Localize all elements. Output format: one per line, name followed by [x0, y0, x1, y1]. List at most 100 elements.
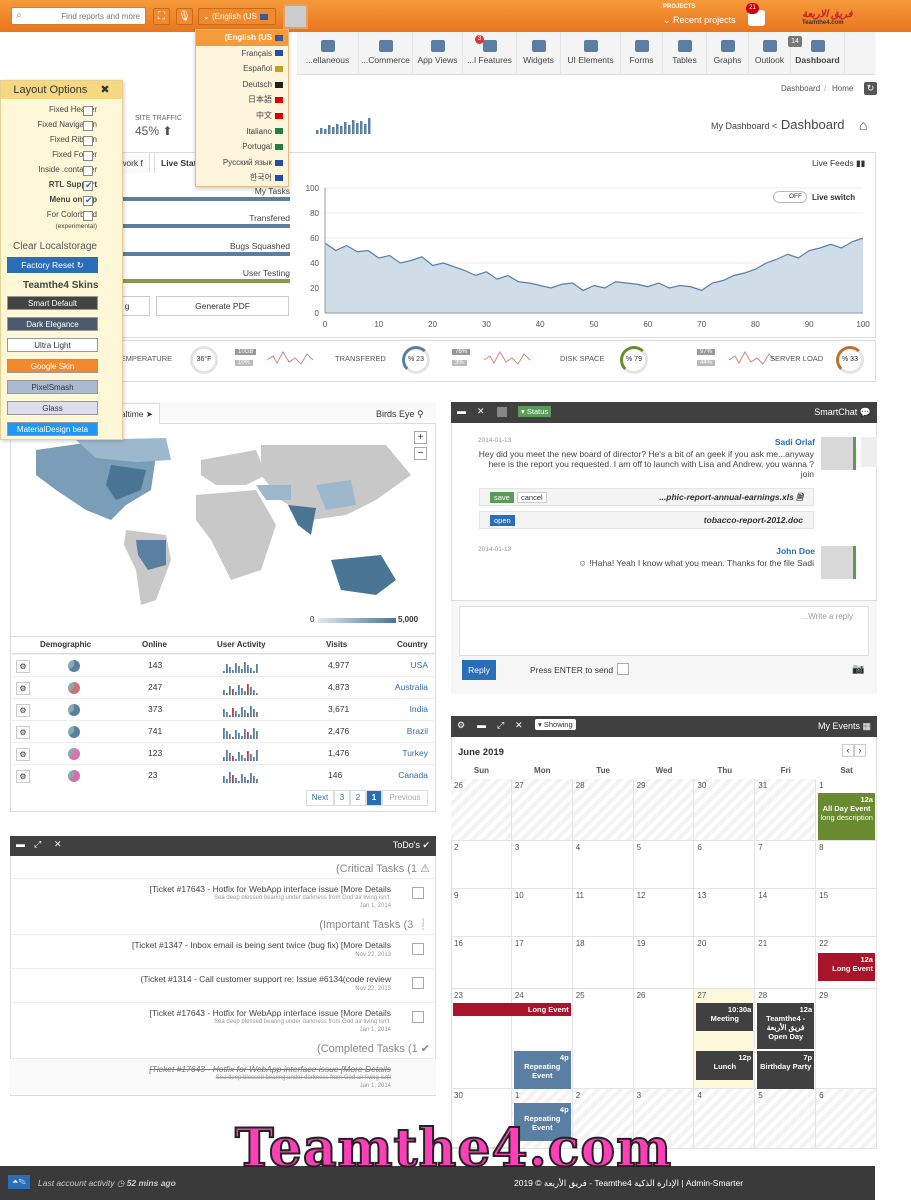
nav-item[interactable]: Graphs: [707, 32, 749, 75]
reply-input[interactable]: ...Write a reply: [459, 606, 869, 656]
msg2-author[interactable]: John Doe: [776, 546, 815, 556]
pagination-page[interactable]: 1: [366, 790, 382, 806]
gear-icon[interactable]: ⚙: [16, 660, 30, 673]
expand-icon[interactable]: ⤢: [34, 839, 42, 849]
calendar-day[interactable]: 26: [451, 779, 512, 841]
calendar-day[interactable]: 6: [816, 1089, 877, 1149]
calendar-day[interactable]: 15: [816, 889, 877, 937]
camera-icon[interactable]: 📷: [852, 664, 865, 675]
gear-icon[interactable]: ⚙: [457, 720, 466, 730]
status-button[interactable]: ▾ Status: [518, 406, 552, 417]
fullscreen-button[interactable]: ⛶: [153, 8, 170, 25]
calendar-day[interactable]: 27: [511, 779, 573, 841]
skin-option[interactable]: Ultra Light: [7, 338, 98, 352]
color-picker-icon[interactable]: [497, 407, 507, 417]
language-option[interactable]: Italiano: [196, 124, 288, 140]
nav-item[interactable]: Tables: [663, 32, 707, 75]
expand-icon[interactable]: ⤢: [497, 720, 505, 730]
skin-option[interactable]: Smart Default: [7, 296, 98, 310]
calendar-day[interactable]: 14: [755, 889, 817, 937]
calendar-day[interactable]: 23: [451, 989, 512, 1089]
pagination-next[interactable]: Next: [306, 790, 334, 806]
calendar-day[interactable]: 12: [633, 889, 695, 937]
calendar-day[interactable]: 13: [694, 889, 756, 937]
clear-localstorage[interactable]: Clear Localstorage: [13, 241, 97, 252]
close-icon[interactable]: ✕: [477, 406, 485, 416]
calendar-day[interactable]: 30: [451, 1089, 512, 1149]
calendar-event-repeating[interactable]: 4p Repeating Event: [513, 1103, 571, 1141]
calendar-day[interactable]: 2: [572, 1089, 634, 1149]
calendar-day[interactable]: 4: [572, 841, 634, 889]
gear-icon[interactable]: ⚙: [16, 770, 30, 783]
calendar-event-long[interactable]: Long Event: [453, 1003, 571, 1016]
calendar-day[interactable]: 31: [755, 779, 817, 841]
recent-projects-dropdown[interactable]: ⌄ Recent projects: [663, 15, 736, 25]
calendar-day[interactable]: 19: [633, 937, 695, 989]
gear-icon[interactable]: ⚙: [16, 682, 30, 695]
skin-option[interactable]: PixelSmash: [7, 380, 98, 394]
calendar-day[interactable]: 2: [451, 841, 512, 889]
calendar-day[interactable]: 30: [694, 779, 756, 841]
layout-option-checkbox[interactable]: [83, 166, 93, 176]
search-input[interactable]: Find reports and more: [61, 12, 140, 21]
country-link[interactable]: Brazil: [406, 726, 428, 736]
skin-option[interactable]: MaterialDesign beta: [7, 422, 98, 436]
language-option[interactable]: Portugal: [196, 139, 288, 155]
calendar-day[interactable]: 16: [451, 937, 512, 989]
calendar-day[interactable]: 29: [633, 779, 695, 841]
language-option[interactable]: Español: [196, 61, 288, 77]
calendar-day[interactable]: 25: [572, 989, 634, 1089]
calendar-day[interactable]: 20: [694, 937, 756, 989]
calendar-day[interactable]: 18: [572, 937, 634, 989]
layout-option-checkbox[interactable]: [83, 151, 93, 161]
breadcrumb-dashboard[interactable]: Dashboard: [781, 84, 821, 93]
language-option[interactable]: 中文: [196, 108, 288, 124]
country-link[interactable]: Canada: [398, 770, 428, 780]
calendar-day[interactable]: 6: [694, 841, 756, 889]
calendar-event-allday[interactable]: 12a All Day Event long description: [818, 793, 875, 840]
next-month-button[interactable]: ›: [854, 744, 866, 757]
calendar-event-repeating[interactable]: 4p Repeating Event: [513, 1051, 571, 1089]
factory-reset-button[interactable]: Factory Reset ↻: [7, 257, 98, 273]
pagination-page[interactable]: 2: [350, 790, 366, 806]
search-box[interactable]: ⌕ Find reports and more: [11, 7, 146, 25]
nav-item[interactable]: ...ellaneous: [297, 32, 359, 75]
skin-option[interactable]: Google Skin: [7, 359, 98, 373]
zoom-out-button[interactable]: −: [414, 447, 427, 460]
country-link[interactable]: India: [409, 704, 428, 714]
pagination-previous[interactable]: Previous: [382, 790, 428, 806]
calendar-day[interactable]: 26: [633, 989, 695, 1089]
layout-option-checkbox[interactable]: [83, 136, 93, 146]
calendar-event-lunch[interactable]: 12p Lunch: [696, 1051, 754, 1080]
calendar-day[interactable]: 9: [451, 889, 512, 937]
language-option[interactable]: Deutsch: [196, 77, 288, 93]
calendar-event-long[interactable]: 12a Long Event: [818, 953, 875, 981]
cancel-button[interactable]: cancel: [517, 492, 547, 503]
calendar-day[interactable]: 4: [694, 1089, 756, 1149]
layout-option-checkbox[interactable]: [83, 211, 93, 221]
minimize-icon[interactable]: ▬: [477, 720, 486, 730]
minimize-icon[interactable]: ▬: [16, 839, 25, 849]
todo-item-done[interactable]: [Ticket #17643 - Hotfix for WebApp inter…: [10, 1058, 436, 1094]
enter-send-checkbox[interactable]: [617, 663, 629, 675]
refresh-icon[interactable]: ↻: [864, 82, 877, 95]
close-icon[interactable]: ✕: [54, 839, 62, 849]
calendar-event-opendays[interactable]: 12a Teamthe4 - فريق الأربعة Open Day: [757, 1003, 815, 1049]
chat-side-user[interactable]: [861, 437, 877, 467]
todo-checkbox[interactable]: [412, 887, 424, 899]
calendar-day[interactable]: 22: [816, 937, 877, 989]
calendar-day[interactable]: 11: [572, 889, 634, 937]
layout-option-checkbox[interactable]: [83, 121, 93, 131]
nav-item[interactable]: Dashboard: [791, 32, 845, 75]
calendar-day[interactable]: 5: [755, 1089, 817, 1149]
calendar-event-birthday[interactable]: 7p Birthday Party: [757, 1051, 815, 1089]
language-option[interactable]: Русский язык: [196, 155, 288, 171]
nav-item[interactable]: App Views: [413, 32, 463, 75]
calendar-day[interactable]: 21: [755, 937, 817, 989]
nav-item[interactable]: ...Commerce: [359, 32, 413, 75]
minimize-icon[interactable]: ▬: [457, 406, 466, 416]
country-link[interactable]: Turkey: [402, 748, 428, 758]
generate-pdf-button[interactable]: Generate PDF: [156, 296, 289, 316]
zoom-in-button[interactable]: +: [414, 431, 427, 444]
todo-item[interactable]: [Ticket #17643 - Hotfix for WebApp inter…: [10, 878, 436, 914]
